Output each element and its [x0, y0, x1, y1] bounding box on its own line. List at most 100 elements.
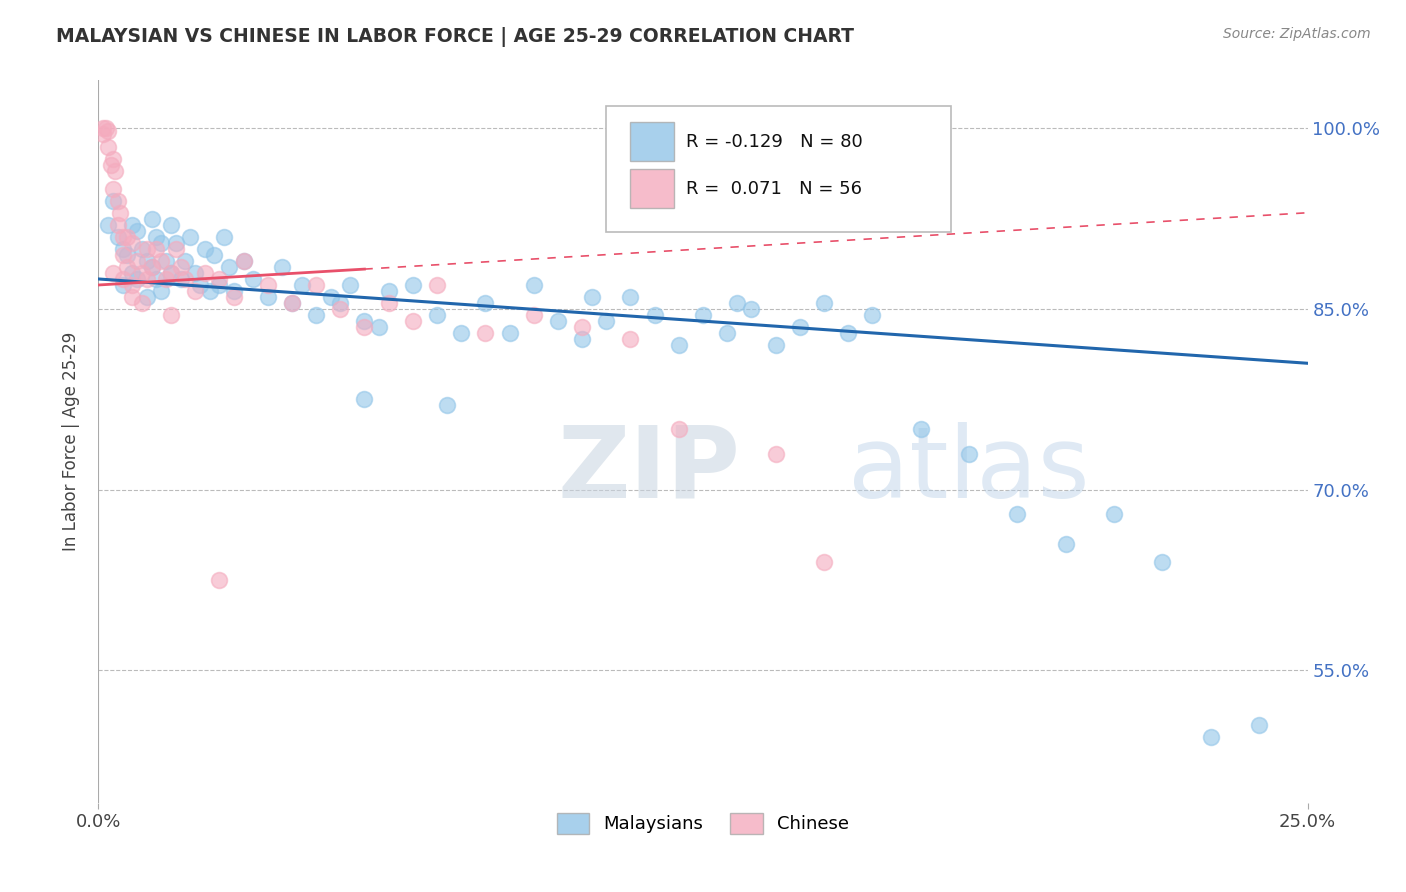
Point	[145, 272, 167, 286]
Point	[155, 254, 177, 268]
Point	[141, 211, 163, 226]
Point	[131, 266, 153, 280]
Point	[108, 205, 131, 219]
Point	[117, 230, 139, 244]
Point	[765, 446, 787, 460]
Point	[450, 326, 472, 341]
Point	[644, 308, 666, 322]
Text: MALAYSIAN VS CHINESE IN LABOR FORCE | AGE 25-29 CORRELATION CHART: MALAYSIAN VS CHINESE IN LABOR FORCE | AG…	[56, 27, 855, 46]
Point	[813, 296, 835, 310]
Point	[145, 242, 167, 256]
Text: Source: ZipAtlas.com: Source: ZipAtlas.com	[1223, 27, 1371, 41]
Point	[339, 277, 361, 292]
Point	[725, 296, 748, 310]
Point	[581, 290, 603, 304]
Point	[101, 181, 124, 195]
Point	[377, 296, 399, 310]
Point	[169, 272, 191, 286]
Point	[111, 242, 134, 256]
Text: R =  0.071   N = 56: R = 0.071 N = 56	[686, 179, 862, 198]
Point	[101, 152, 124, 166]
Point	[353, 314, 375, 328]
Point	[155, 272, 177, 286]
Point	[436, 398, 458, 412]
Point	[1102, 507, 1125, 521]
Point	[135, 272, 157, 286]
Point	[127, 272, 149, 286]
Point	[232, 254, 254, 268]
Point	[121, 266, 143, 280]
Point	[131, 242, 153, 256]
Point	[91, 121, 114, 136]
Point	[204, 248, 226, 262]
Point	[256, 277, 278, 292]
Point	[198, 284, 221, 298]
Point	[121, 218, 143, 232]
Point	[97, 124, 120, 138]
Text: R = -0.129   N = 80: R = -0.129 N = 80	[686, 133, 863, 151]
FancyBboxPatch shape	[630, 122, 673, 161]
Y-axis label: In Labor Force | Age 25-29: In Labor Force | Age 25-29	[62, 332, 80, 551]
Point	[523, 308, 546, 322]
Point	[402, 277, 425, 292]
Point	[595, 314, 617, 328]
FancyBboxPatch shape	[630, 169, 673, 208]
Text: ZIP: ZIP	[558, 422, 741, 519]
Point	[111, 277, 134, 292]
Point	[571, 332, 593, 346]
Text: atlas: atlas	[848, 422, 1090, 519]
Point	[474, 326, 496, 341]
Point	[242, 272, 264, 286]
Point	[860, 308, 883, 322]
Point	[160, 266, 183, 280]
Point	[184, 284, 207, 298]
Point	[305, 308, 328, 322]
Point	[1249, 717, 1271, 731]
Point	[426, 308, 449, 322]
Point	[319, 290, 342, 304]
Point	[474, 296, 496, 310]
Point	[100, 158, 122, 172]
Point	[668, 423, 690, 437]
Point	[135, 254, 157, 268]
Point	[160, 218, 183, 232]
Point	[813, 555, 835, 569]
Point	[208, 272, 231, 286]
Point	[141, 260, 163, 274]
Point	[174, 254, 197, 268]
Point	[1152, 555, 1174, 569]
Point	[169, 260, 191, 274]
Point	[668, 338, 690, 352]
Point	[131, 296, 153, 310]
Point	[290, 277, 312, 292]
Point	[426, 277, 449, 292]
Point	[281, 296, 304, 310]
Legend: Malaysians, Chinese: Malaysians, Chinese	[550, 805, 856, 841]
Point	[160, 308, 183, 322]
Point	[619, 290, 641, 304]
Point	[184, 266, 207, 280]
Point	[107, 194, 129, 208]
Point	[212, 230, 235, 244]
Point	[498, 326, 520, 341]
Point	[101, 266, 124, 280]
Point	[402, 314, 425, 328]
Point	[368, 320, 391, 334]
Point	[135, 242, 157, 256]
Point	[111, 248, 134, 262]
Point	[765, 338, 787, 352]
Point	[957, 446, 980, 460]
Point	[150, 284, 173, 298]
Point	[107, 230, 129, 244]
Point	[194, 242, 217, 256]
Point	[222, 290, 245, 304]
Point	[127, 224, 149, 238]
Point	[910, 423, 932, 437]
Point	[121, 290, 143, 304]
Point	[141, 260, 163, 274]
Point	[1007, 507, 1029, 521]
Point	[145, 230, 167, 244]
Point	[716, 326, 738, 341]
Point	[97, 139, 120, 153]
Point	[1199, 730, 1222, 744]
